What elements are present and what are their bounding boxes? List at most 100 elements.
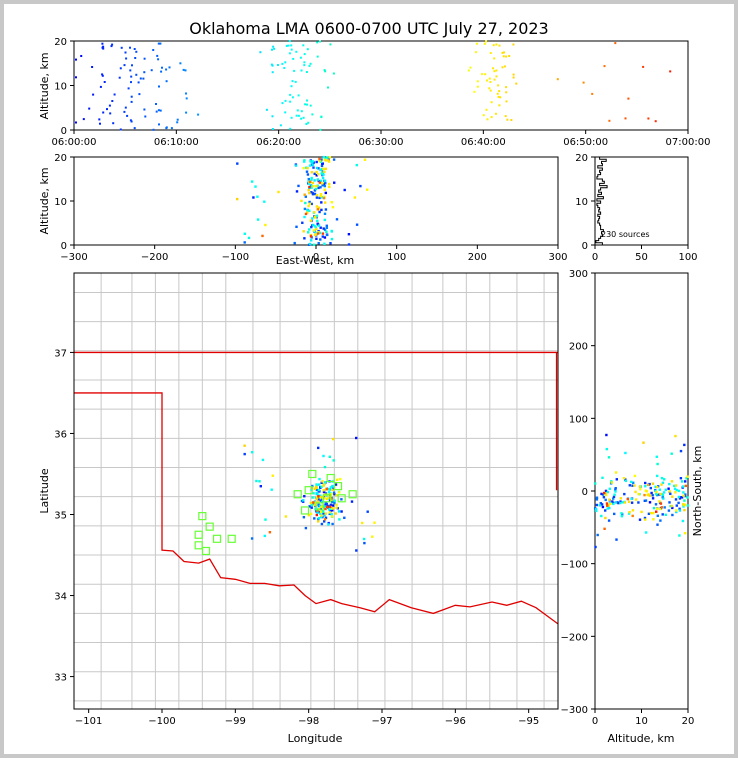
source-point: [325, 502, 328, 506]
source-point: [330, 498, 333, 502]
source-point: [659, 519, 662, 522]
source-point: [495, 69, 498, 72]
source-point: [315, 483, 318, 487]
y-tick-label: 0: [61, 126, 67, 137]
source-point: [594, 508, 598, 511]
source-point: [326, 156, 329, 159]
source-point: [319, 238, 322, 241]
source-point: [325, 497, 329, 501]
source-point: [330, 237, 334, 241]
source-point: [619, 497, 622, 500]
source-point: [315, 492, 318, 496]
source-point: [353, 196, 357, 199]
source-point: [303, 53, 306, 56]
station-marker: [205, 522, 214, 531]
station-marker: [300, 506, 310, 515]
source-point: [323, 514, 326, 517]
source-point: [254, 185, 257, 188]
source-point: [317, 516, 321, 520]
source-point: [315, 170, 318, 174]
source-point: [324, 516, 328, 519]
x-tick-label: 0: [313, 252, 319, 263]
source-point: [251, 451, 254, 454]
source-point: [486, 118, 489, 121]
source-point: [98, 118, 101, 121]
source-point: [159, 109, 162, 112]
source-point: [331, 500, 334, 504]
source-point: [129, 119, 132, 122]
source-point: [271, 71, 274, 74]
source-point: [628, 484, 631, 487]
source-point: [284, 61, 287, 64]
source-point: [315, 174, 318, 177]
source-point: [623, 492, 626, 496]
source-point: [259, 485, 262, 488]
source-point: [302, 166, 305, 170]
histogram-source-count: 230 sources: [601, 230, 650, 239]
source-point: [250, 180, 254, 183]
source-point: [319, 507, 322, 511]
source-point: [125, 57, 128, 60]
source-point: [325, 226, 328, 229]
source-point: [310, 186, 313, 189]
source-point: [333, 502, 336, 505]
x-tick-label: 200: [468, 252, 487, 263]
source-point: [682, 491, 685, 494]
source-point: [324, 512, 327, 515]
source-point: [649, 511, 653, 515]
source-point: [331, 507, 335, 510]
source-point: [682, 505, 685, 508]
source-point: [496, 92, 499, 95]
source-point: [332, 72, 335, 75]
source-point: [315, 513, 318, 517]
source-point: [319, 512, 322, 515]
source-point: [624, 479, 628, 483]
source-point: [316, 232, 320, 235]
source-point: [321, 480, 324, 483]
source-point: [317, 483, 321, 486]
source-point: [504, 115, 507, 118]
altitude-eastwest-panel: −300 −200 −100 0 100 200 300 0 10 20 Altitude, km…: [38, 153, 568, 267]
source-point: [325, 488, 329, 491]
y-tick-label: 0: [61, 241, 67, 252]
source-point: [655, 493, 658, 496]
source-point: [363, 158, 367, 161]
source-point: [498, 104, 501, 107]
x-tick-label: 10: [635, 716, 648, 727]
source-point: [324, 507, 327, 511]
source-point: [130, 100, 133, 103]
source-point: [664, 488, 667, 491]
source-point: [475, 51, 477, 54]
source-point: [510, 119, 513, 121]
source-point: [284, 111, 287, 114]
source-point: [677, 501, 680, 505]
source-point: [308, 185, 311, 189]
source-point: [495, 43, 498, 46]
source-point: [303, 193, 306, 196]
source-point: [355, 223, 359, 226]
source-point: [331, 488, 334, 492]
source-point: [601, 476, 604, 479]
source-point: [626, 497, 629, 501]
source-point: [320, 168, 323, 171]
histogram-ticks: 0 50 100 0 10 20: [575, 153, 697, 263]
source-point: [270, 63, 273, 66]
source-point: [316, 41, 319, 44]
source-point: [300, 110, 303, 113]
source-point: [333, 181, 336, 184]
source-point: [498, 44, 501, 47]
source-point: [322, 196, 326, 200]
source-point: [497, 95, 500, 98]
source-point: [670, 480, 674, 483]
source-point: [330, 513, 333, 516]
y-tick-label: 10: [54, 82, 67, 93]
y-tick-label: 10: [575, 197, 588, 208]
source-point: [91, 66, 94, 68]
source-point: [243, 444, 246, 447]
northsouth-altitude-points: [594, 433, 690, 549]
source-point: [165, 80, 168, 83]
source-point: [615, 538, 618, 541]
source-point: [311, 160, 315, 163]
source-point: [82, 118, 85, 121]
source-point: [315, 166, 319, 170]
